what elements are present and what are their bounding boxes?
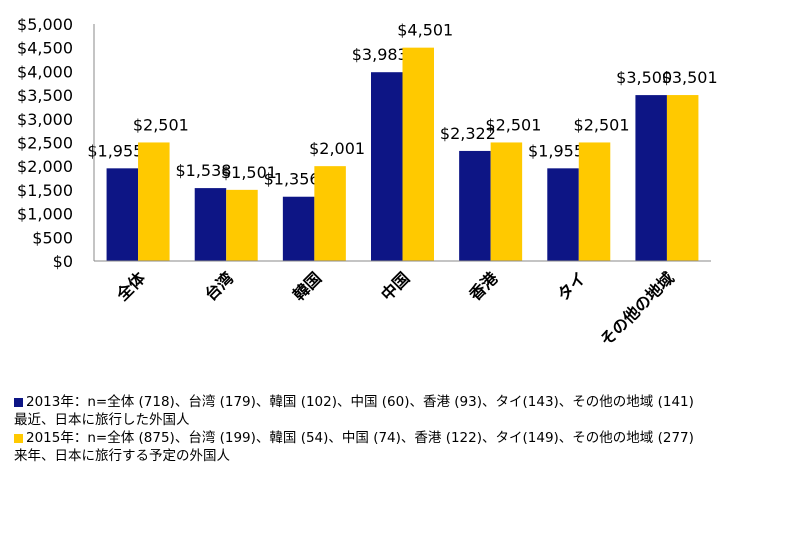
y-tick-label: $2,000 — [17, 157, 73, 176]
data-label: $3,501 — [662, 68, 718, 87]
bar-series-2 — [490, 142, 523, 261]
bar-series-1 — [635, 95, 667, 261]
x-category-label: 台湾 — [201, 268, 237, 304]
x-category-label: 中国 — [377, 268, 413, 304]
data-label: $2,322 — [440, 124, 496, 143]
legend-note-2015: 来年、日本に旅行する予定の外国人 — [14, 448, 230, 464]
data-label: $2,501 — [574, 115, 630, 134]
bar-series-2 — [578, 142, 611, 261]
y-tick-label: $1,500 — [17, 181, 73, 200]
legend-label-2015: 2015年：n=全体 (875)、台湾 (199)、韓国 (54)、中国 (74… — [26, 430, 694, 446]
bar-series-2 — [226, 189, 258, 261]
chart-svg: $0 $500 $1,000 $1,500 $2,000 $2,500 $3,000 $3,5… — [17, 15, 718, 350]
y-tick-label: $1,000 — [17, 205, 73, 224]
data-label: $1,955 — [87, 141, 143, 160]
y-tick-label: $4,000 — [17, 62, 73, 81]
bar-series-1 — [547, 168, 579, 261]
legend-note-2013: 最近、日本に旅行した外国人 — [14, 412, 190, 428]
y-tick-label: $500 — [32, 228, 73, 247]
legend: 2013年：n=全体 (718)、台湾 (179)、韓国 (102)、中国 (6… — [14, 393, 694, 465]
data-label: $1,356 — [264, 170, 320, 189]
y-tick-label: $2,500 — [17, 134, 73, 153]
bar-series-1 — [459, 150, 491, 261]
bar-series-2 — [666, 95, 699, 261]
x-category-label: 韓国 — [289, 268, 325, 304]
data-label: $2,501 — [133, 115, 189, 134]
data-label: $2,501 — [485, 115, 541, 134]
y-tick-label: $0 — [53, 252, 73, 271]
data-label: $1,501 — [221, 163, 277, 182]
legend-swatch-2015 — [14, 433, 23, 443]
x-category-label: 全体 — [112, 268, 149, 305]
x-category-label: その他の地域 — [596, 268, 677, 349]
legend-swatch-2013 — [14, 397, 23, 407]
legend-label-2013: 2013年：n=全体 (718)、台湾 (179)、韓国 (102)、中国 (6… — [26, 394, 694, 410]
bar-series-1 — [282, 196, 315, 261]
bar-series-2 — [314, 166, 346, 261]
data-label: $3,983 — [352, 45, 408, 64]
bar-chart: $0 $500 $1,000 $1,500 $2,000 $2,500 $3,000 $3,5… — [17, 15, 718, 350]
y-tick-label: $5,000 — [17, 15, 73, 34]
y-tick-label: $4,500 — [17, 39, 73, 58]
bar-series-2 — [402, 47, 434, 261]
y-tick-label: $3,500 — [17, 86, 73, 105]
x-category-label: 香港 — [465, 268, 502, 305]
legend-item-2013: 2013年：n=全体 (718)、台湾 (179)、韓国 (102)、中国 (6… — [14, 393, 694, 411]
data-label: $2,001 — [309, 139, 365, 158]
x-category-label: タイ — [554, 268, 590, 304]
bar-series-2 — [138, 142, 170, 261]
data-label: $3,500 — [616, 68, 672, 87]
data-label: $1,955 — [528, 141, 584, 160]
legend-item-2015: 2015年：n=全体 (875)、台湾 (199)、韓国 (54)、中国 (74… — [14, 429, 694, 447]
y-tick-label: $3,000 — [17, 110, 73, 129]
data-label: $4,501 — [397, 21, 453, 40]
bar-series-1 — [371, 72, 403, 261]
bar-series-1 — [106, 168, 139, 261]
data-label: $1,538 — [175, 161, 231, 180]
bar-series-1 — [194, 188, 227, 261]
